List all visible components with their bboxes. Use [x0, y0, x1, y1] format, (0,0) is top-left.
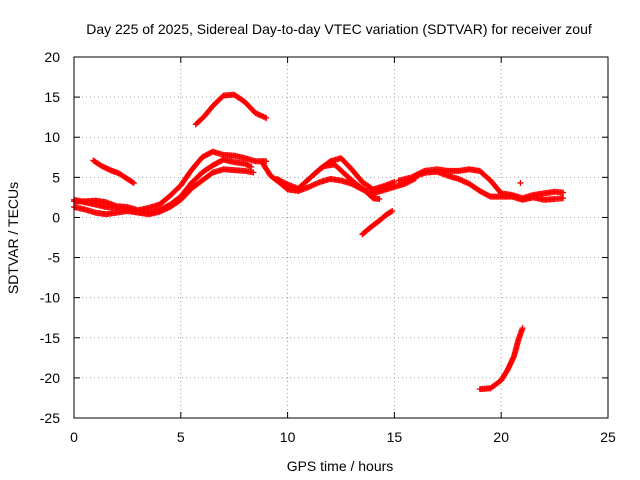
data-point: [263, 114, 270, 121]
y-axis-label: SDTVAR / TECUs: [5, 182, 21, 294]
series-track-l: [476, 325, 526, 393]
y-tick-label: 20: [44, 49, 60, 65]
series-track-d: [90, 157, 137, 186]
data-point: [519, 325, 526, 332]
data-point: [560, 195, 567, 202]
data-point: [517, 179, 524, 186]
data-point: [130, 179, 137, 186]
x-tick-label: 0: [70, 429, 78, 445]
grid-layer: [74, 57, 608, 418]
data-point: [376, 195, 383, 202]
series-track-k: [412, 168, 567, 203]
y-tick-label: -5: [48, 250, 61, 266]
data-point: [389, 208, 396, 215]
series-outlier: [517, 179, 524, 186]
plot-frame: [73, 56, 609, 419]
data-point: [129, 179, 136, 186]
y-tick-label: -10: [40, 290, 60, 306]
series-track-g: [273, 155, 398, 193]
series-track-c: [71, 148, 270, 214]
x-tick-label: 20: [493, 429, 509, 445]
y-tick-label: -25: [40, 410, 60, 426]
x-tick-label: 5: [177, 429, 185, 445]
y-tick-label: 10: [44, 129, 60, 145]
axis-layer: 0 5 10 15 20 25 20 15 10 5 0 -5 -10 -15 -20 -25: [40, 49, 616, 445]
chart-title: Day 225 of 2025, Sidereal Day-to-day VTE…: [86, 21, 592, 37]
y-tick-label: -20: [40, 370, 60, 386]
x-axis-label: GPS time / hours: [287, 458, 394, 474]
data-point: [388, 208, 395, 215]
x-tick-label: 15: [387, 429, 403, 445]
series-track-i: [359, 208, 396, 238]
data-point: [263, 158, 270, 165]
x-tick-label: 10: [280, 429, 296, 445]
series-track-e: [192, 91, 270, 128]
data-point: [250, 169, 257, 176]
y-tick-label: 15: [44, 89, 60, 105]
series-track-b: [71, 166, 257, 218]
y-tick-label: 5: [52, 169, 60, 185]
y-tick-label: -15: [40, 330, 60, 346]
data-point: [560, 189, 567, 196]
y-tick-label: 0: [52, 209, 60, 225]
data-point: [248, 163, 255, 170]
data-layer: [71, 91, 567, 393]
data-point: [391, 179, 398, 186]
x-tick-label: 25: [600, 429, 616, 445]
series-track-h: [310, 161, 383, 202]
